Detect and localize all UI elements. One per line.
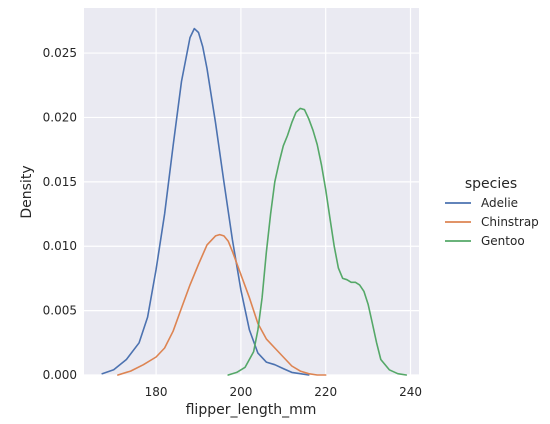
legend-label-gentoo: Gentoo [481,234,525,248]
y-axis-label: Density [19,165,35,218]
y-tick-label: 0.015 [43,175,77,189]
x-axis-label: flipper_length_mm [186,402,317,418]
legend-title: species [465,176,517,192]
grid-layer [84,8,419,376]
y-tick-labels: 0.000 0.005 0.010 0.015 0.020 0.025 [43,46,77,382]
x-tick-label: 240 [399,385,422,399]
y-tick-label: 0.000 [43,368,77,382]
plot-background [84,8,419,375]
x-tick-label: 200 [229,385,252,399]
legend-label-adelie: Adelie [481,196,518,210]
y-tick-label: 0.020 [43,110,77,124]
legend-label-chinstrap: Chinstrap [481,215,539,229]
legend: species Adelie Chinstrap Gentoo [445,176,539,248]
x-tick-label: 220 [314,385,337,399]
y-tick-label: 0.010 [43,239,77,253]
series-line-gentoo [227,107,408,376]
y-tick-label: 0.005 [43,304,77,318]
series-layer [101,27,408,376]
y-tick-label: 0.025 [43,46,77,60]
series-line-adelie [101,27,310,376]
x-tick-labels: 180 200 220 240 [145,385,422,399]
x-tick-label: 180 [145,385,168,399]
series-line-chinstrap [117,233,327,376]
legend-items: Adelie Chinstrap Gentoo [445,196,539,248]
